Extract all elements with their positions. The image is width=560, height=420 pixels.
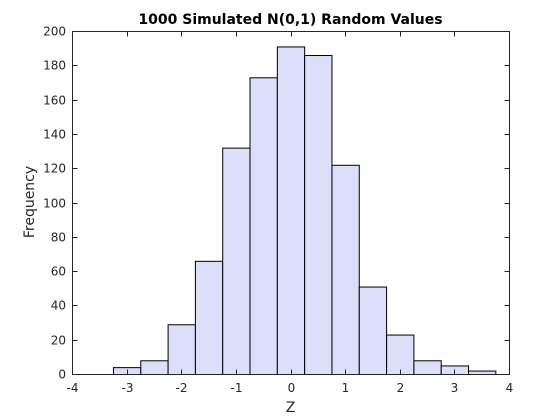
histogram-bar-10 xyxy=(386,334,415,375)
histogram-bar-11 xyxy=(413,360,442,375)
y-tick-label-2: 40 xyxy=(51,299,66,313)
y-tick-label-3: 60 xyxy=(51,265,66,279)
y-tick-label-4: 80 xyxy=(51,231,66,245)
histogram-bar-5 xyxy=(249,77,278,376)
y-tick-label-1: 20 xyxy=(51,334,66,348)
histogram-bar-2 xyxy=(167,324,196,376)
x-tick-label-7: 3 xyxy=(451,381,459,395)
histogram-bar-6 xyxy=(276,46,306,376)
y-tick-label-6: 120 xyxy=(43,162,66,176)
histogram-bar-7 xyxy=(304,55,333,375)
y-tick-label-0: 0 xyxy=(58,368,66,382)
x-tick-label-6: 2 xyxy=(397,381,405,395)
x-axis-title: Z xyxy=(286,400,296,416)
y-axis-ticks: 0 20 40 60 80 100 120 140 160 180 200 xyxy=(43,25,510,382)
y-axis-title: Frequency xyxy=(22,166,38,238)
x-tick-label-3: -1 xyxy=(231,381,243,395)
histogram-bar-8 xyxy=(331,164,360,375)
histogram-bar-13 xyxy=(468,370,497,376)
x-axis-ticks: -4 -3 -2 -1 0 1 2 3 4 xyxy=(67,31,514,395)
bars-group xyxy=(112,46,497,376)
histogram-bar-1 xyxy=(140,360,169,375)
x-tick-label-8: 4 xyxy=(506,381,514,395)
x-tick-label-1: -3 xyxy=(122,381,134,395)
x-tick-label-4: 0 xyxy=(288,381,296,395)
y-tick-label-7: 140 xyxy=(43,128,66,142)
histogram-bar-4 xyxy=(222,147,251,375)
y-tick-label-5: 100 xyxy=(43,197,66,211)
x-tick-label-5: 1 xyxy=(342,381,350,395)
x-tick-label-2: -2 xyxy=(176,381,188,395)
y-tick-label-10: 200 xyxy=(43,25,66,39)
chart-title: 1000 Simulated N(0,1) Random Values xyxy=(138,12,442,28)
histogram-bar-9 xyxy=(358,286,388,375)
y-tick-label-8: 160 xyxy=(43,94,66,108)
x-tick-label-0: -4 xyxy=(67,381,79,395)
histogram-bar-3 xyxy=(194,260,224,375)
y-tick-label-9: 180 xyxy=(43,59,66,73)
